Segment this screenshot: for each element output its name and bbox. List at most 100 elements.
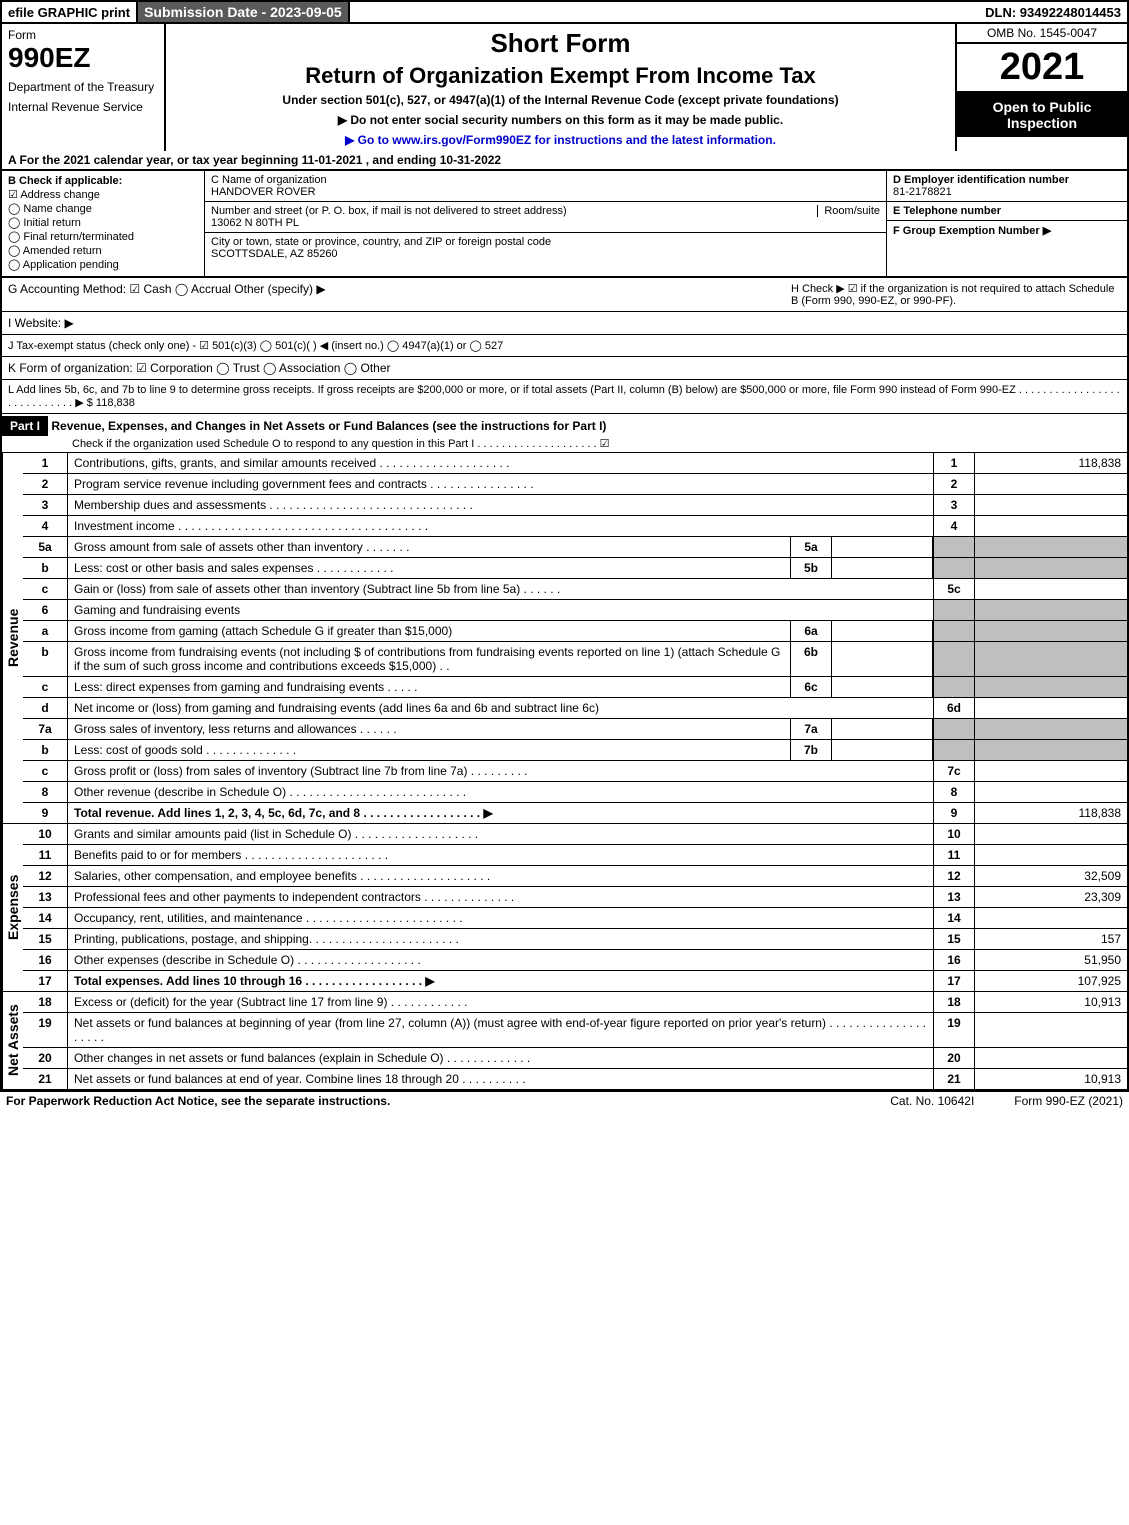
check-address[interactable]: ☑ Address change [8, 188, 198, 201]
line-4: 4Investment income . . . . . . . . . . .… [23, 516, 1127, 537]
check-final[interactable]: ◯ Final return/terminated [8, 230, 198, 243]
street-label: Number and street (or P. O. box, if mail… [211, 205, 567, 217]
col-num: 2 [933, 474, 974, 494]
line-desc: Less: cost of goods sold . . . . . . . .… [68, 740, 790, 760]
form-id-block: Form 990EZ Department of the Treasury In… [2, 24, 166, 151]
col-val [974, 474, 1127, 494]
col-val [974, 558, 1127, 578]
check-pending[interactable]: ◯ Application pending [8, 258, 198, 271]
col-val [974, 642, 1127, 676]
revenue-vlabel: Revenue [2, 453, 23, 823]
col-num: 13 [933, 887, 974, 907]
sub-col: 7b [790, 740, 832, 760]
line-number: 6 [23, 600, 68, 620]
return-title: Return of Organization Exempt From Incom… [174, 63, 947, 89]
check-amended[interactable]: ◯ Amended return [8, 244, 198, 257]
col-num [933, 740, 974, 760]
line-desc: Benefits paid to or for members . . . . … [68, 845, 933, 865]
row-a: A For the 2021 calendar year, or tax yea… [0, 151, 1129, 171]
ein-value: 81-2178821 [893, 186, 952, 198]
line-8: 8Other revenue (describe in Schedule O) … [23, 782, 1127, 803]
line-15: 15Printing, publications, postage, and s… [23, 929, 1127, 950]
room-label: Room/suite [817, 205, 880, 217]
col-val [974, 1013, 1127, 1047]
check-initial[interactable]: ◯ Initial return [8, 216, 198, 229]
line-desc: Gross income from fundraising events (no… [68, 642, 790, 676]
line-a: aGross income from gaming (attach Schedu… [23, 621, 1127, 642]
sub-val [832, 537, 933, 557]
col-val: 118,838 [974, 803, 1127, 823]
top-bar: efile GRAPHIC print Submission Date - 20… [0, 0, 1129, 24]
col-val: 10,913 [974, 992, 1127, 1012]
tax-year: 2021 [957, 44, 1127, 93]
col-num: 20 [933, 1048, 974, 1068]
col-val [974, 845, 1127, 865]
col-val [974, 740, 1127, 760]
col-num: 19 [933, 1013, 974, 1047]
row-k: K Form of organization: ☑ Corporation ◯ … [0, 357, 1129, 380]
col-val [974, 537, 1127, 557]
line-1: 1Contributions, gifts, grants, and simil… [23, 453, 1127, 474]
line-desc: Gross amount from sale of assets other t… [68, 537, 790, 557]
line-number: 7a [23, 719, 68, 739]
col-num: 3 [933, 495, 974, 515]
sub-col: 6b [790, 642, 832, 676]
line-number: c [23, 677, 68, 697]
line-17: 17Total expenses. Add lines 10 through 1… [23, 971, 1127, 991]
line-number: 13 [23, 887, 68, 907]
row-l: L Add lines 5b, 6c, and 7b to line 9 to … [0, 380, 1129, 414]
under-section: Under section 501(c), 527, or 4947(a)(1)… [174, 93, 947, 107]
ssn-note: ▶ Do not enter social security numbers o… [174, 113, 947, 127]
line-21: 21Net assets or fund balances at end of … [23, 1069, 1127, 1089]
col-num [933, 642, 974, 676]
col-num: 4 [933, 516, 974, 536]
col-val [974, 677, 1127, 697]
line-number: 18 [23, 992, 68, 1012]
page-footer: For Paperwork Reduction Act Notice, see … [0, 1091, 1129, 1110]
sub-val [832, 621, 933, 641]
part1-badge: Part I [2, 416, 48, 436]
netassets-vlabel: Net Assets [2, 992, 23, 1089]
line-12: 12Salaries, other compensation, and empl… [23, 866, 1127, 887]
goto-link[interactable]: ▶ Go to www.irs.gov/Form990EZ for instru… [174, 133, 947, 147]
col-val [974, 824, 1127, 844]
row-a-text: A For the 2021 calendar year, or tax yea… [8, 153, 501, 167]
line-number: 9 [23, 803, 68, 823]
line-desc: Gross sales of inventory, less returns a… [68, 719, 790, 739]
inspection-label: Open to Public Inspection [957, 93, 1127, 137]
line-desc: Total expenses. Add lines 10 through 16 … [68, 971, 933, 991]
col-num: 9 [933, 803, 974, 823]
group-row: F Group Exemption Number ▶ [887, 221, 1127, 240]
sub-val [832, 677, 933, 697]
line-number: 8 [23, 782, 68, 802]
line-desc: Membership dues and assessments . . . . … [68, 495, 933, 515]
col-num [933, 600, 974, 620]
col-val [974, 1048, 1127, 1068]
part1-check: Check if the organization used Schedule … [2, 438, 610, 450]
line-number: 4 [23, 516, 68, 536]
dept-label: Department of the Treasury [8, 80, 158, 94]
efile-label: efile GRAPHIC print [2, 2, 138, 22]
form-label: Form [8, 28, 158, 42]
line-desc: Printing, publications, postage, and shi… [68, 929, 933, 949]
line-7a: 7aGross sales of inventory, less returns… [23, 719, 1127, 740]
line-desc: Less: direct expenses from gaming and fu… [68, 677, 790, 697]
group-label: F Group Exemption Number ▶ [893, 225, 1051, 237]
check-name[interactable]: ◯ Name change [8, 202, 198, 215]
accounting-method: G Accounting Method: ☑ Cash ◯ Accrual Ot… [8, 282, 791, 307]
line-2: 2Program service revenue including gover… [23, 474, 1127, 495]
col-val: 51,950 [974, 950, 1127, 970]
line-desc: Gaming and fundraising events [68, 600, 933, 620]
irs-link[interactable]: ▶ Go to www.irs.gov/Form990EZ for instru… [345, 133, 776, 147]
line-number: 15 [23, 929, 68, 949]
col-b: B Check if applicable: ☑ Address change … [2, 171, 205, 276]
line-desc: Grants and similar amounts paid (list in… [68, 824, 933, 844]
col-num [933, 537, 974, 557]
line-number: 2 [23, 474, 68, 494]
line-desc: Salaries, other compensation, and employ… [68, 866, 933, 886]
sub-col: 5b [790, 558, 832, 578]
col-num [933, 719, 974, 739]
line-desc: Other expenses (describe in Schedule O) … [68, 950, 933, 970]
sub-col: 6c [790, 677, 832, 697]
col-val: 107,925 [974, 971, 1127, 991]
